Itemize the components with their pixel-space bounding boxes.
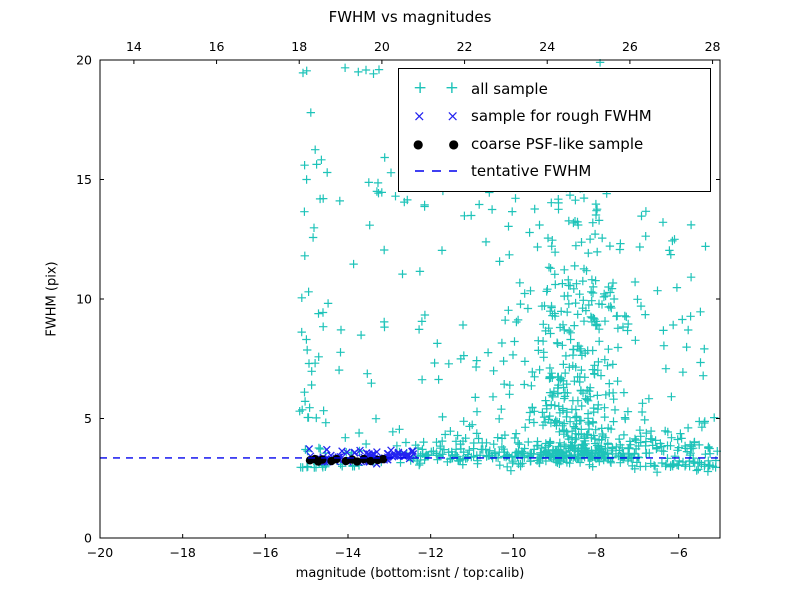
- rough-fwhm-x-marker-icon: × ×: [413, 106, 459, 125]
- all-sample-plus-marker-icon: + +: [413, 78, 459, 99]
- x-tick-label-bottom: −12: [417, 545, 443, 560]
- legend-label: coarse PSF-like sample: [471, 134, 644, 153]
- x-tick-label-bottom: −10: [500, 545, 526, 560]
- x-tick-label-top: 28: [705, 39, 721, 54]
- x-tick-label-top: 24: [539, 39, 555, 54]
- x-tick-label-top: 26: [622, 39, 638, 54]
- legend-label: sample for rough FWHM: [471, 107, 652, 126]
- psf-dot: [359, 454, 368, 464]
- legend: + + all sample × × sample for rough FWHM ●…: [398, 68, 711, 192]
- y-axis-label: FWHM (pix): [44, 261, 60, 337]
- psf-dot: [318, 455, 327, 464]
- x-tick-label-bottom: −20: [87, 545, 113, 560]
- x-axis-label: magnitude (bottom:isnt / top:calib): [295, 566, 525, 581]
- y-tick-label: 5: [84, 411, 92, 426]
- y-tick-label: 0: [84, 531, 92, 546]
- tentative-fwhm-dash-marker-icon: [407, 166, 465, 176]
- legend-item-all-sample: + + all sample: [407, 76, 702, 102]
- x-tick-label-bottom: −16: [252, 545, 278, 560]
- x-tick-label-bottom: −6: [669, 545, 687, 560]
- psf-dot: [332, 454, 341, 464]
- legend-label: all sample: [471, 79, 548, 98]
- x-tick-label-bottom: −18: [169, 545, 195, 560]
- x-tick-label-top: 22: [457, 39, 473, 54]
- x-tick-label-bottom: −8: [587, 545, 605, 560]
- psf-dot: [378, 454, 388, 464]
- psf-sample-dot-marker-icon: ● ●: [413, 136, 459, 151]
- y-tick-label: 20: [76, 53, 92, 68]
- x-tick-label-bottom: −14: [335, 545, 361, 560]
- y-tick-label: 10: [76, 292, 92, 307]
- psf-dot: [352, 457, 362, 466]
- legend-label: tentative FWHM: [471, 162, 592, 181]
- y-tick-label: 15: [76, 172, 92, 187]
- x-tick-label-top: 14: [126, 39, 142, 54]
- legend-item-tentative-fwhm: tentative FWHM: [407, 158, 702, 184]
- legend-item-psf-sample: ● ● coarse PSF-like sample: [407, 131, 702, 157]
- x-tick-label-top: 16: [209, 39, 225, 54]
- psf-dot: [366, 456, 375, 466]
- psf-sample-points: [305, 454, 388, 466]
- legend-item-rough-fwhm: × × sample for rough FWHM: [407, 103, 702, 129]
- chart-title: FWHM vs magnitudes: [328, 8, 492, 26]
- x-tick-label-top: 20: [374, 39, 390, 54]
- x-tick-label-top: 18: [291, 39, 307, 54]
